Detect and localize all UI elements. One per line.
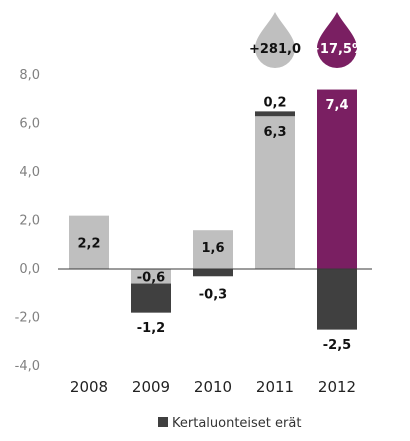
x-tick-label: 2011 — [256, 378, 294, 396]
x-tick-label: 2010 — [194, 378, 232, 396]
x-tick-label: 2009 — [132, 378, 170, 396]
y-tick-label: 8,0 — [19, 68, 40, 83]
y-axis: -4,0 -2,0 0,0 2,0 4,0 6,0 8,0 — [15, 68, 40, 374]
annotation-label: +281,0 — [249, 42, 301, 57]
data-label-one-time: -2,5 — [323, 338, 351, 353]
data-label-base: -0,6 — [137, 270, 165, 285]
x-tick-label: 2012 — [318, 378, 356, 396]
one-time-bar-2012 — [317, 269, 357, 330]
legend-label: Kertaluonteiset erät — [172, 416, 301, 431]
bar-2011 — [255, 116, 295, 269]
data-label-one-time: -0,3 — [199, 287, 227, 302]
x-axis: 2008 2009 2010 2011 2012 — [70, 378, 356, 396]
bars — [69, 89, 357, 330]
y-tick-label: 2,0 — [19, 214, 40, 229]
annotation-drop-icon — [255, 12, 295, 68]
one-time-bar-2009 — [131, 283, 171, 313]
data-label-one-time: 0,2 — [263, 96, 286, 111]
annotation-label: +17,5% — [309, 42, 365, 57]
bar-2010 — [193, 230, 233, 269]
y-tick-label: 4,0 — [19, 165, 40, 180]
one-time-bar-2011 — [255, 111, 295, 117]
one-time-bar-2010 — [193, 269, 233, 277]
y-tick-label: -2,0 — [15, 311, 40, 326]
data-label-one-time: -1,2 — [137, 321, 165, 336]
data-label-base: 6,3 — [263, 125, 286, 140]
x-tick-label: 2008 — [70, 378, 108, 396]
bar-2012 — [317, 89, 357, 269]
data-label-base: 1,6 — [201, 241, 224, 256]
y-tick-label: -4,0 — [15, 359, 40, 374]
legend-swatch — [158, 417, 168, 427]
legend: Kertaluonteiset erät — [158, 416, 301, 431]
data-label-base: 2,2 — [77, 236, 100, 251]
y-tick-label: 6,0 — [19, 117, 40, 132]
annotation-drop-icon — [317, 12, 357, 68]
bar-2009 — [131, 269, 171, 284]
y-tick-label: 0,0 — [19, 262, 40, 277]
data-labels: 2,2 -0,6 -1,2 1,6 -0,3 6,3 0,2 7,4 -2,5 — [77, 96, 351, 353]
bar-2008 — [69, 215, 109, 269]
annotation-drops: +281,0 +17,5% — [249, 12, 365, 68]
data-label-base: 7,4 — [325, 98, 348, 113]
